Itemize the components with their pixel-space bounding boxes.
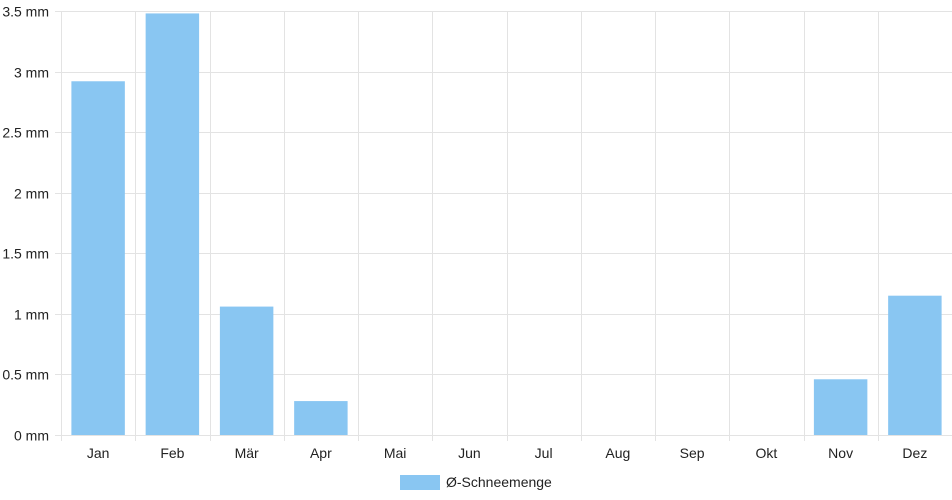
x-tick-label: Dez (902, 445, 927, 461)
bar-feb[interactable] (145, 13, 200, 436)
x-tick-label: Mai (384, 445, 407, 461)
y-tick-label: 2 mm (14, 186, 49, 202)
x-tick-label: Jul (535, 445, 553, 461)
legend-label[interactable]: Ø-Schneemenge (446, 474, 552, 490)
x-tick-label: Jan (87, 445, 110, 461)
x-tick-label: Okt (755, 445, 777, 461)
y-axis-ticks: 0 mm 0.5 mm 1 mm 1.5 mm 2 mm 2.5 mm 3 mm 3.5 mm (2, 4, 49, 444)
chart-legend[interactable]: Ø-Schneemenge (400, 474, 552, 490)
x-tick-label: Feb (160, 445, 184, 461)
y-tick-label: 3 mm (14, 65, 49, 81)
x-axis-ticks: Jan Feb Mär Apr Mai Jun Jul Aug Sep Okt Nov Dez (87, 445, 927, 461)
x-tick-label: Mär (235, 445, 259, 461)
y-tick-label: 0.5 mm (2, 367, 49, 383)
x-tick-label: Apr (310, 445, 332, 461)
bar-jan[interactable] (71, 81, 125, 436)
x-tick-label: Nov (828, 445, 853, 461)
bar-nov[interactable] (813, 379, 868, 435)
y-tick-label: 3.5 mm (2, 4, 49, 20)
y-tick-label: 1 mm (14, 307, 49, 323)
bar-mär[interactable] (219, 306, 274, 435)
chart-grid (55, 11, 952, 441)
x-tick-label: Aug (605, 445, 630, 461)
y-tick-label: 0 mm (14, 428, 49, 444)
y-tick-label: 1.5 mm (2, 246, 49, 262)
y-tick-label: 2.5 mm (2, 125, 49, 141)
legend-swatch[interactable] (400, 475, 440, 490)
chart-bars (71, 13, 942, 436)
x-tick-label: Jun (458, 445, 481, 461)
bar-apr[interactable] (294, 401, 348, 435)
bar-dez[interactable] (888, 295, 942, 435)
x-tick-label: Sep (680, 445, 705, 461)
